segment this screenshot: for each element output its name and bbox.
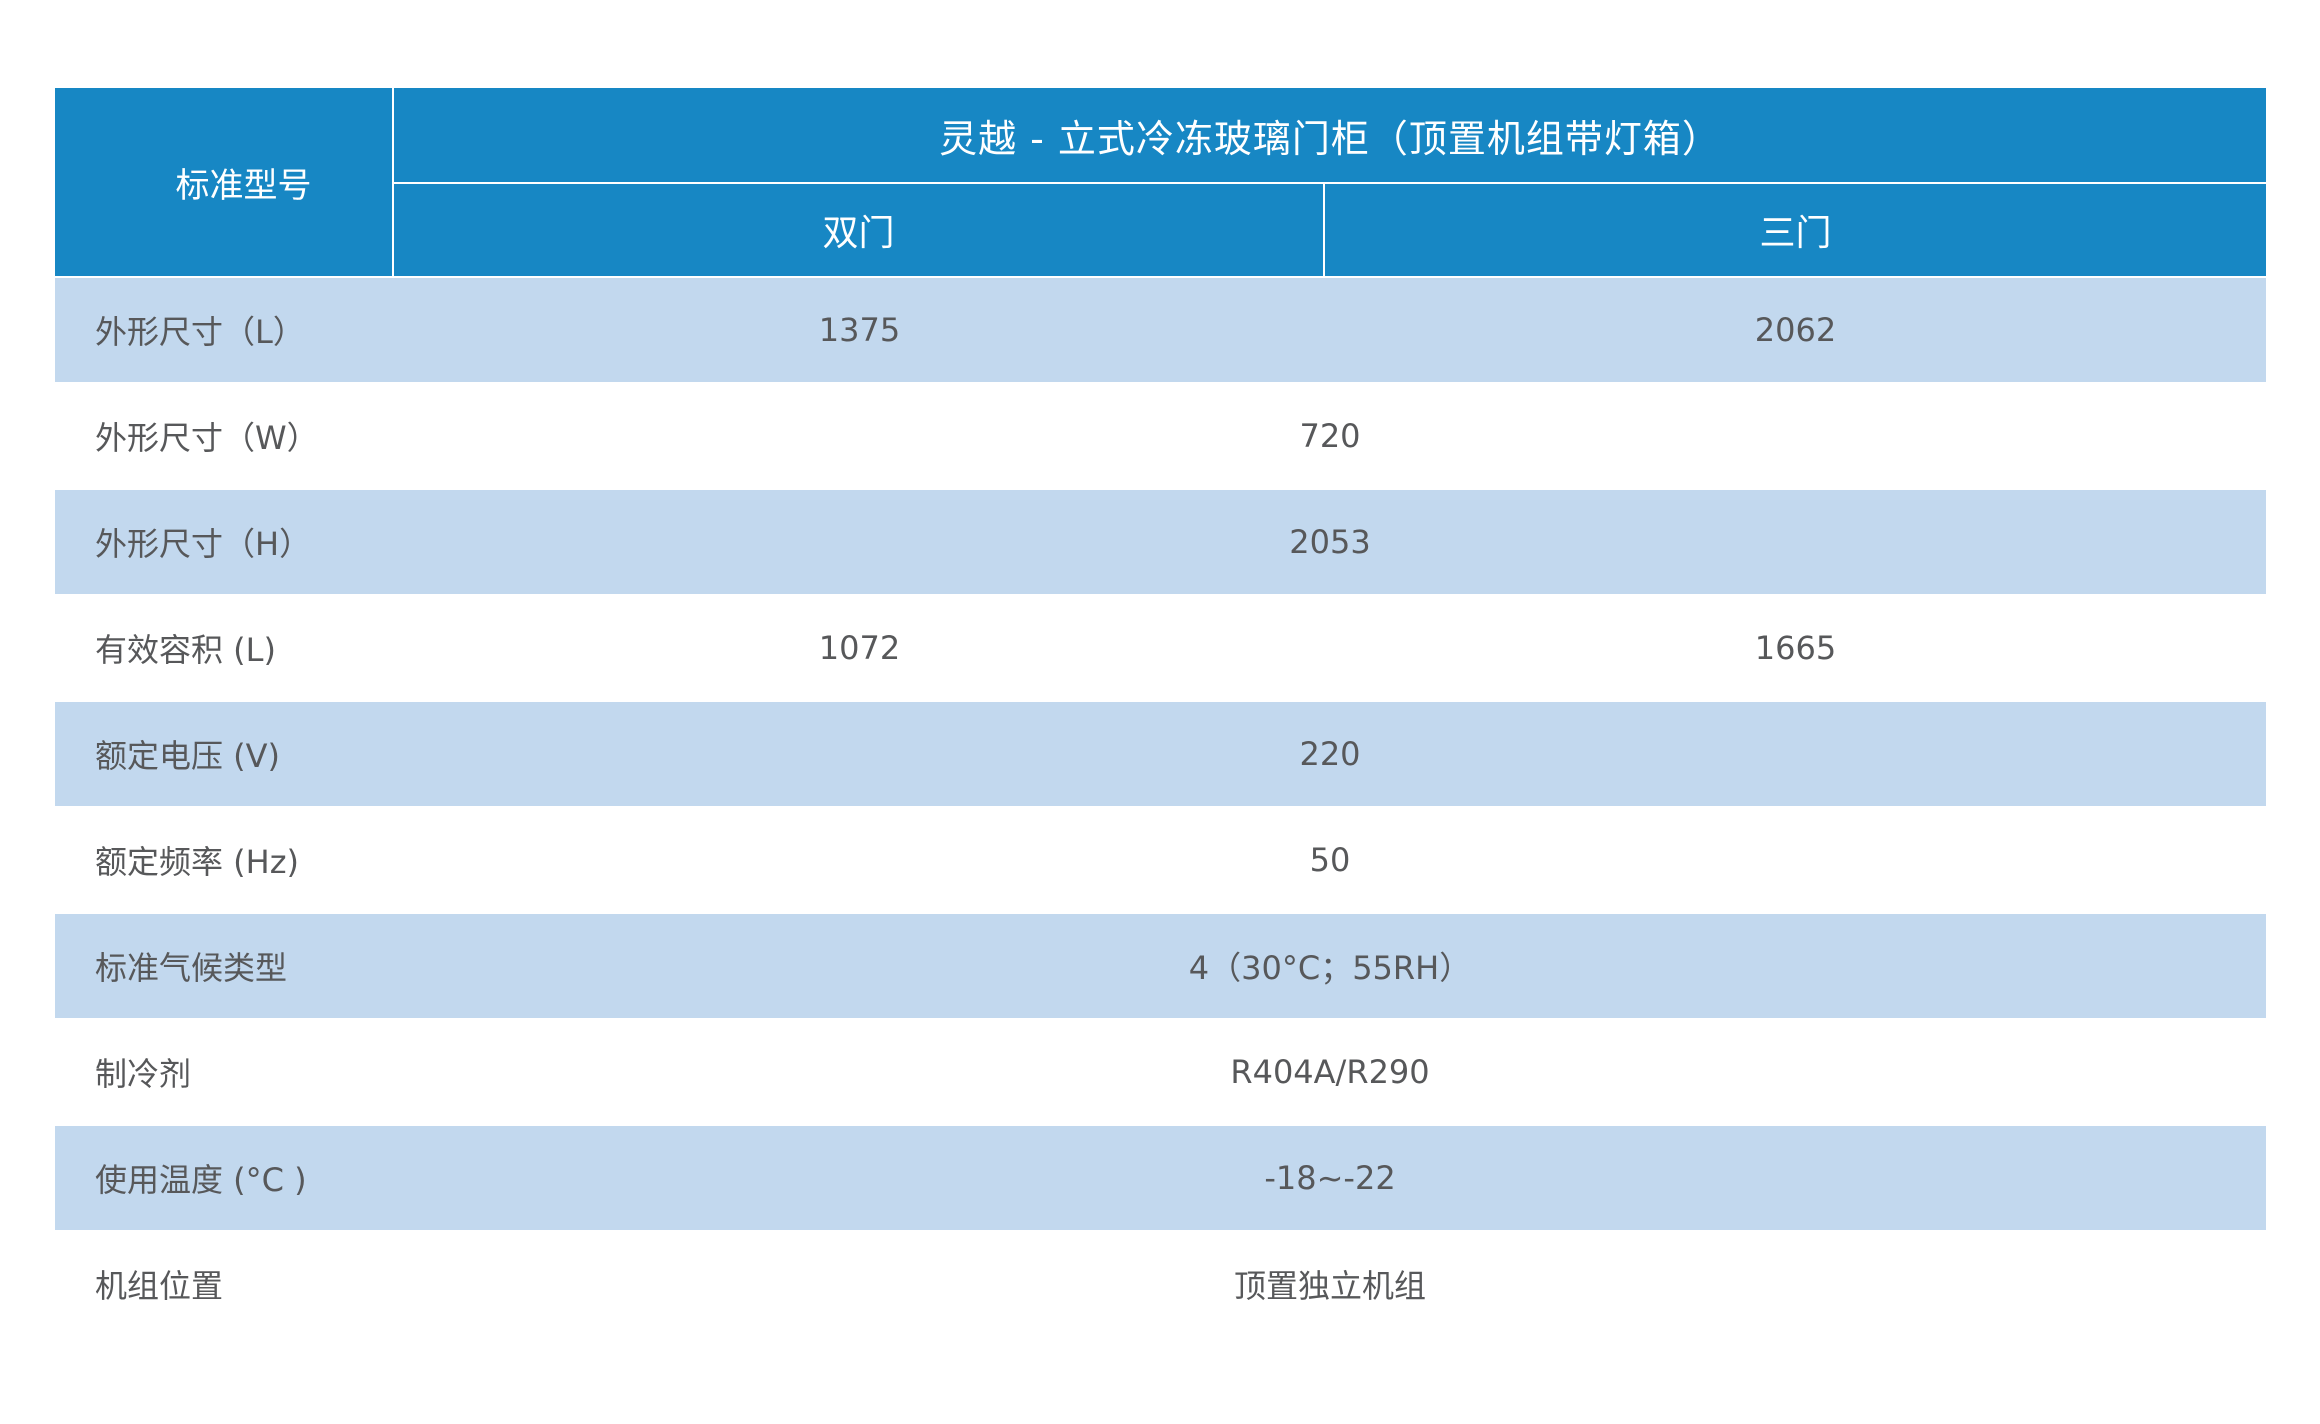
row-label: 外形尺寸（H） <box>95 525 312 563</box>
row-value-merged: 4（30°C；55RH） <box>1188 949 1472 987</box>
corner-header-cell: 标准型号 <box>55 88 392 276</box>
row-label: 标准气候类型 <box>95 949 288 987</box>
row-value-merged: R404A/R290 <box>1230 1053 1430 1091</box>
row-label: 使用温度 (°C ) <box>95 1161 307 1199</box>
row-label: 外形尺寸（W） <box>95 419 319 457</box>
column-header-double-door: 双门 <box>394 184 1323 276</box>
table-title-cell: 灵越 - 立式冷冻玻璃门柜（顶置机组带灯箱） <box>394 88 2266 182</box>
table-row-rated-frequency: 额定频率 (Hz) 50 <box>55 808 2266 912</box>
row-value-merged: -18~-22 <box>1264 1159 1396 1197</box>
table-row-unit-position: 机组位置 顶置独立机组 <box>55 1232 2266 1336</box>
table-header: 标准型号 灵越 - 立式冷冻玻璃门柜（顶置机组带灯箱） 双门 三门 <box>55 88 2266 276</box>
row-label: 制冷剂 <box>95 1055 192 1093</box>
row-value-merged: 2053 <box>1289 523 1371 561</box>
row-value-triple-door: 2062 <box>1754 311 1837 349</box>
row-label: 机组位置 <box>95 1267 224 1305</box>
table-row-climate-class: 标准气候类型 4（30°C；55RH） <box>55 914 2266 1018</box>
table-row-dimension-h: 外形尺寸（H） 2053 <box>55 490 2266 594</box>
row-label: 有效容积 (L) <box>95 631 276 669</box>
table-row-dimension-l: 外形尺寸（L） 1375 2062 <box>55 278 2266 382</box>
row-value-merged: 50 <box>1309 841 1351 879</box>
table-row-refrigerant: 制冷剂 R404A/R290 <box>55 1020 2266 1124</box>
row-value-triple-door: 1665 <box>1754 629 1837 667</box>
row-value-double-door: 1375 <box>818 311 901 349</box>
table-row-rated-voltage: 额定电压 (V) 220 <box>55 702 2266 806</box>
table-row-dimension-w: 外形尺寸（W） 720 <box>55 384 2266 488</box>
spec-table: 标准型号 灵越 - 立式冷冻玻璃门柜（顶置机组带灯箱） 双门 三门 外形尺寸（L… <box>55 88 2266 1336</box>
table-row-operating-temperature: 使用温度 (°C ) -18~-22 <box>55 1126 2266 1230</box>
row-value-merged: 顶置独立机组 <box>1233 1267 1426 1305</box>
table-row-effective-volume: 有效容积 (L) 1072 1665 <box>55 596 2266 700</box>
column-header-triple-door: 三门 <box>1325 184 2266 276</box>
row-value-double-door: 1072 <box>818 629 901 667</box>
row-label: 额定电压 (V) <box>95 737 281 775</box>
row-label: 额定频率 (Hz) <box>95 843 300 881</box>
row-label: 外形尺寸（L） <box>95 313 305 351</box>
row-value-merged: 220 <box>1299 735 1361 773</box>
row-value-merged: 720 <box>1299 417 1361 455</box>
